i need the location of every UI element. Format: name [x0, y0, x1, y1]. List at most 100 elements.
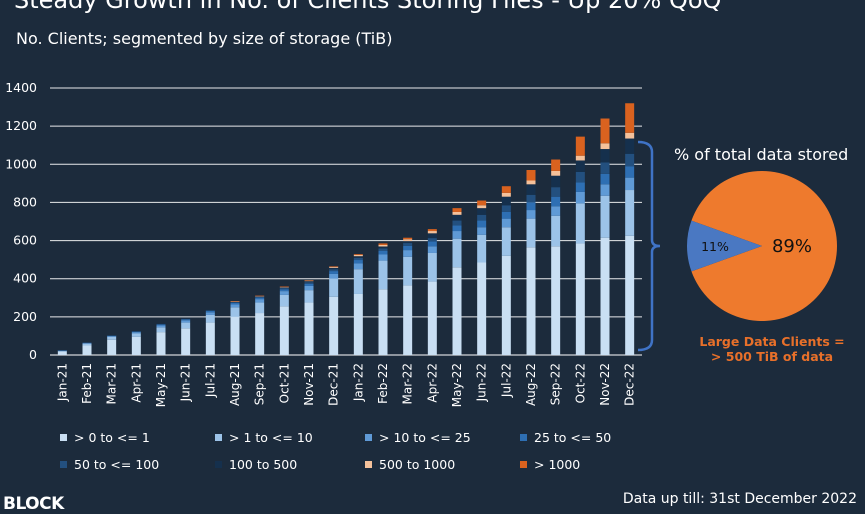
bar-segment	[255, 313, 265, 355]
bar-segment	[501, 218, 511, 228]
y-tick-label: 1400	[5, 80, 37, 95]
bar-segment	[501, 255, 511, 355]
bracket-connector	[637, 140, 661, 352]
legend-item: 25 to <= 50	[520, 430, 611, 445]
x-tick-label: Sep-21	[253, 363, 267, 405]
chart-title: Steady Growth in No. of Clients Storing …	[14, 0, 722, 14]
data-date-note: Data up till: 31st December 2022	[622, 491, 857, 507]
bar-segment	[255, 299, 265, 303]
bar-segment	[477, 262, 487, 355]
bar-segment	[575, 160, 585, 172]
bar-segment	[181, 318, 191, 320]
bar-segment	[131, 332, 141, 334]
bar-segment	[279, 289, 289, 292]
x-tick-label: Sep-22	[549, 363, 563, 405]
bar-segment	[329, 266, 339, 268]
bar-segment	[551, 159, 561, 171]
bar-segment	[427, 229, 437, 232]
bar-segment	[452, 231, 462, 239]
pie-label-large: 89%	[772, 236, 812, 257]
pie-slice-large	[691, 170, 838, 321]
legend-label: > 0 to <= 1	[74, 430, 150, 445]
legend-swatch	[365, 461, 372, 468]
bar-segment	[304, 285, 314, 291]
bar-segment	[526, 180, 536, 185]
bar-segment	[501, 211, 511, 219]
pie-caption: Large Data Clients = > 500 TiB of data	[682, 334, 862, 364]
bar-segment	[501, 192, 511, 197]
y-tick-label: 800	[13, 194, 37, 209]
bar-segment	[600, 118, 610, 144]
bar-segment	[107, 339, 117, 355]
x-tick-label: Aug-22	[524, 363, 538, 406]
bar-segment	[427, 231, 437, 234]
bar-segment	[329, 266, 339, 267]
bar-segment	[625, 177, 635, 191]
bar-segment	[205, 322, 215, 355]
bar-segment	[230, 301, 240, 303]
bar-segment	[452, 208, 462, 212]
bar-segment	[230, 302, 240, 305]
bar-segment	[378, 243, 388, 245]
x-tick-label: Apr-21	[129, 363, 143, 403]
bar-segment	[353, 269, 363, 294]
bar-segment	[156, 324, 166, 326]
bar-segment	[501, 205, 511, 212]
chart-subtitle: No. Clients; segmented by size of storag…	[16, 29, 393, 48]
bar-segment	[205, 314, 215, 323]
legend-item: > 1 to <= 10	[215, 430, 313, 445]
bar-segment	[181, 319, 191, 321]
bar-segment	[279, 286, 289, 288]
legend-label: 500 to 1000	[379, 457, 456, 472]
bar-segment	[57, 350, 67, 352]
bar-segment	[452, 267, 462, 355]
bar-segment	[477, 234, 487, 263]
x-tick-label: Oct-22	[573, 363, 587, 403]
bar-segment	[551, 187, 561, 197]
x-tick-label: Jul-21	[203, 363, 217, 398]
bar-segment	[82, 343, 92, 346]
bar-segment	[403, 237, 413, 240]
legend-swatch	[365, 434, 372, 441]
bar-segment	[279, 287, 289, 289]
bar-segment	[427, 246, 437, 253]
bar-segment	[452, 211, 462, 215]
legend-label: 100 to 500	[229, 457, 298, 472]
bar-segment	[82, 342, 92, 344]
x-tick-label: Jan-21	[55, 363, 69, 402]
bar-segment	[551, 246, 561, 355]
bar-segment	[575, 171, 585, 183]
y-tick-label: 1200	[5, 118, 37, 133]
bar-segment	[501, 227, 511, 256]
bar-segment	[452, 220, 462, 226]
bar-segment	[477, 220, 487, 228]
bar-segment	[329, 296, 339, 355]
bar-segment	[304, 281, 314, 283]
bar-segment	[304, 283, 314, 286]
y-tick-label: 600	[13, 233, 37, 248]
bar-segment	[353, 293, 363, 355]
bar-segment	[575, 203, 585, 244]
bar-segment	[230, 307, 240, 317]
bar-segment	[255, 296, 265, 298]
bar-segment	[477, 205, 487, 209]
bar-segment	[378, 260, 388, 290]
bar-segment	[452, 214, 462, 221]
bar-segment	[403, 285, 413, 355]
x-tick-label: Nov-22	[598, 363, 612, 406]
x-tick-label: Feb-22	[376, 363, 390, 404]
bar-segment	[600, 149, 610, 163]
legend-item: 50 to <= 100	[60, 457, 159, 472]
bar-segment	[575, 182, 585, 192]
bar-segment	[255, 302, 265, 314]
legend-swatch	[520, 461, 527, 468]
x-tick-label: May-22	[450, 363, 464, 407]
bar-segment	[551, 196, 561, 207]
bar-segment	[107, 335, 117, 337]
bar-segment	[131, 333, 141, 337]
bar-segment	[427, 241, 437, 247]
bar-segment	[205, 310, 215, 313]
bar-segment	[452, 225, 462, 232]
y-tick-label: 400	[13, 271, 37, 286]
bar-segment	[329, 271, 339, 274]
